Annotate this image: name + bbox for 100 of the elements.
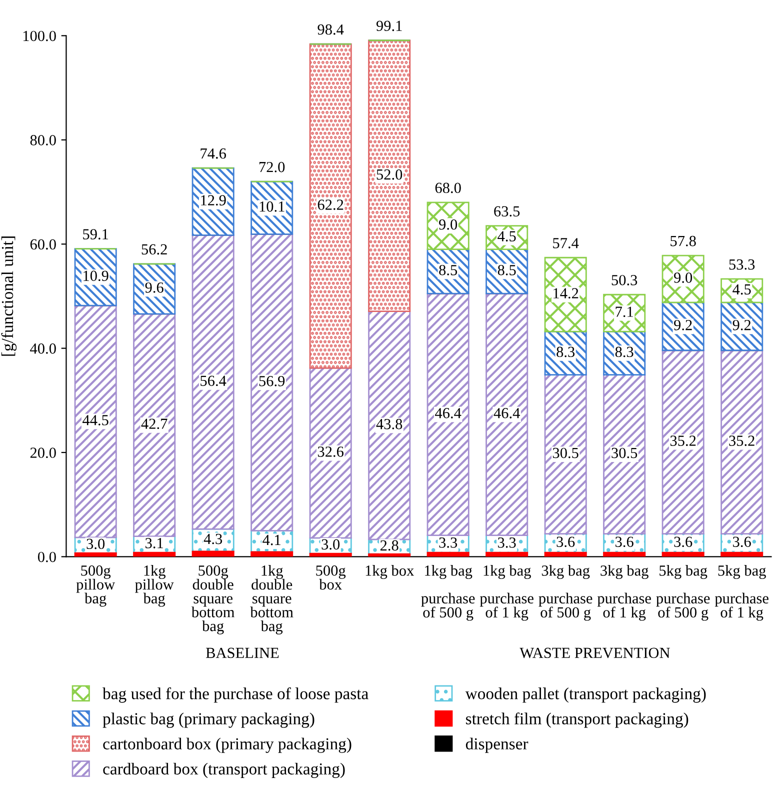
x-tick-label: 3kg bag purchase of 500 g [538,565,592,621]
y-tick-label: 20.0 [30,448,56,458]
bar [720,552,764,557]
total-label: 56.2 [142,244,167,255]
total-label: 57.8 [670,236,696,246]
total-label: 72.0 [259,162,285,172]
bar [250,233,294,532]
bar [74,552,117,557]
data-label: 46.4 [494,408,520,418]
bar [368,310,411,540]
y-tick-label: 60.0 [30,239,56,250]
data-label: 14.2 [554,288,578,299]
data-label: 32.6 [318,446,344,457]
data-label: 30.5 [552,448,578,458]
bar [662,552,704,557]
bar [544,374,587,534]
bar [309,552,352,557]
bar [192,234,234,530]
data-label: 3.6 [556,536,575,548]
data-label: 4.1 [262,534,280,546]
bar [426,552,470,557]
legend-label: stretch film (transport packaging) [466,712,688,728]
total-label: 63.5 [494,206,520,217]
y-axis-title: [g/functional unit] [1,236,17,356]
bar [368,40,411,312]
data-label: 7.1 [616,306,633,318]
data-label: 30.5 [612,448,638,458]
total-label: 74.6 [200,148,226,159]
x-tick-label: 5kg bag purchase of 500 g [656,565,710,621]
bar [133,552,176,557]
data-label: 56.4 [200,376,226,386]
data-label: 4.5 [732,284,751,295]
x-tick-label: 5kg bag purchase of 1 kg [714,565,768,621]
data-label: 62.2 [318,200,344,210]
data-label: 8.5 [498,264,516,276]
y-tick-label: 0.0 [38,552,56,562]
x-tick-label: 1kg double square bottom bag [250,565,294,634]
data-label: 4.5 [498,231,516,242]
total-label: 99.1 [376,20,402,32]
data-label: 3.6 [674,536,692,548]
legend-label: plastic bag (primary packaging) [102,712,314,728]
total-label: 68.0 [435,182,461,194]
legend-label: cartonboard box (primary packaging) [103,738,352,753]
legend-label: wooden pallet (transport packaging) [465,688,706,703]
bar [486,552,528,557]
data-label: 8.5 [439,264,458,276]
data-label: 3.0 [322,539,340,550]
text: WASTE PREVENTION [520,648,670,658]
data-label: 3.3 [439,537,458,548]
data-label: 43.8 [376,418,402,430]
bar [486,292,528,536]
x-tick-label: 500g pillow bag [76,565,116,607]
data-label: 3.1 [146,538,163,548]
total-label: 50.3 [612,274,638,286]
data-label: 9.0 [674,272,692,283]
bar [662,350,704,534]
x-tick-label: 500g box [316,565,346,590]
bar [603,374,646,534]
data-label: 44.5 [82,415,108,426]
data-label: 35.2 [729,436,754,446]
data-label: 46.4 [435,408,462,418]
data-label: 9.0 [439,219,458,230]
data-label: 9.6 [145,282,164,293]
bar [603,552,646,557]
data-label: 3.6 [616,536,634,548]
data-label: 42.7 [141,418,168,430]
y-tick-label: 100.0 [23,30,56,42]
total-label: 57.4 [553,238,579,248]
total-label: 59.1 [83,229,108,240]
data-label: 10.9 [84,270,108,282]
x-tick-label: 500g double square bottom bag [191,565,234,634]
bar [133,313,176,538]
data-label: 4.3 [204,534,222,544]
x-tick-label: 3kg bag purchase of 1 kg [597,565,651,621]
bar [368,553,411,557]
data-label: 35.2 [670,436,696,446]
total-label: 53.3 [729,259,755,270]
data-label: 8.3 [615,346,634,358]
data-label: 52.0 [376,169,402,180]
x-tick-label: 1kg bag purchase of 500 g [421,565,475,621]
y-tick-label: 40.0 [30,343,56,354]
bar [250,551,294,557]
bar [74,304,117,538]
bar [309,367,352,539]
data-label: 10.1 [260,201,284,212]
data-label: 56.9 [259,376,285,386]
text: BASELINE [206,648,279,658]
data-label: 12.9 [201,195,226,206]
legend-label: cardboard box (transport packaging) [103,762,345,778]
data-label: 3.3 [498,537,516,548]
data-label: 3.0 [86,538,105,550]
data-label: 2.8 [380,540,398,551]
data-label: 3.6 [733,536,751,548]
total-label: 98.4 [318,24,344,35]
data-label: 9.2 [674,320,692,330]
bar [426,292,470,536]
x-tick-label: 1kg bag purchase of 1 kg [480,565,534,621]
y-tick-label: 80.0 [30,135,56,146]
bar [544,552,587,557]
bar [192,550,234,557]
